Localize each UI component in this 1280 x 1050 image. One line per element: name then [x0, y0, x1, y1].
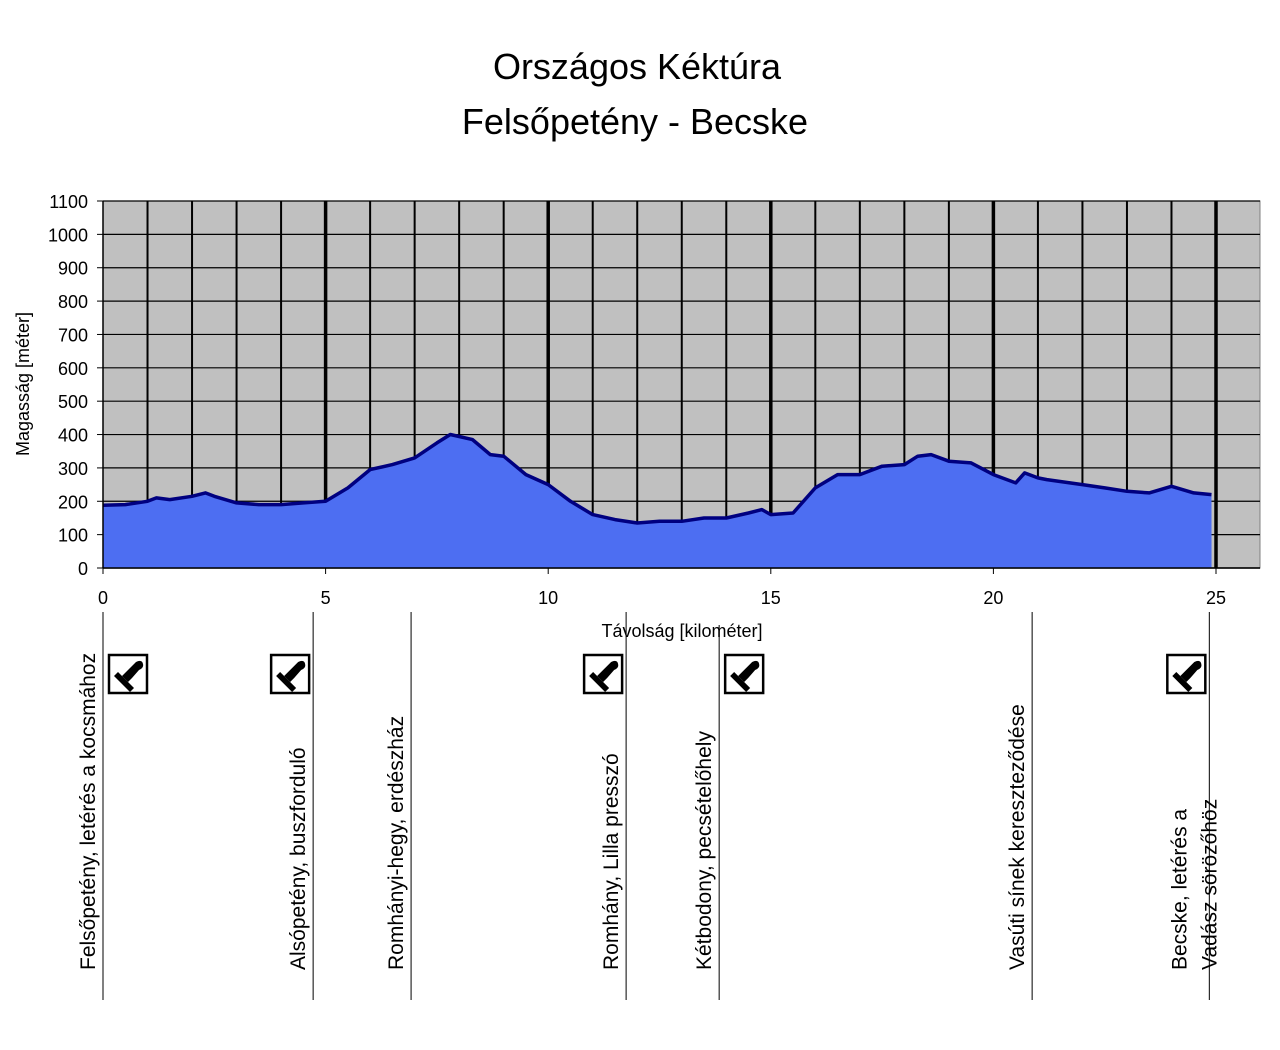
y-tick-label: 1000	[48, 225, 88, 245]
stamp-icon-handle	[122, 660, 144, 682]
x-tick-label: 0	[98, 588, 108, 608]
y-axis-label: Magasság [méter]	[13, 312, 33, 456]
location-label: Vasúti sínek kereszteződése	[1006, 704, 1029, 970]
y-tick-label: 100	[58, 526, 88, 546]
chart-subtitle: Felsőpetény - Becske	[462, 101, 808, 142]
stamp-icon	[107, 653, 149, 695]
y-tick-label: 500	[58, 392, 88, 412]
location-label: Felsőpetény, letérés a kocsmához	[77, 653, 100, 970]
y-tick-label: 400	[58, 426, 88, 446]
y-tick-label: 300	[58, 459, 88, 479]
y-tick-label: 200	[58, 492, 88, 512]
y-tick-label: 900	[58, 259, 88, 279]
stamp-icon-base	[589, 672, 610, 692]
stamp-icon-base	[276, 672, 297, 692]
location-label: Becske, letérés a	[1168, 809, 1191, 970]
stamp-icon-handle	[597, 660, 619, 682]
stamp-icon	[1166, 653, 1207, 695]
y-tick-label: 600	[58, 359, 88, 379]
location-label: Romhányi-hegy, erdészház	[385, 716, 408, 970]
x-tick-label: 15	[761, 588, 781, 608]
location-label: Kétbodony, pecsételőhely	[693, 731, 716, 970]
stamp-icon-handle	[738, 660, 760, 682]
x-tick-label: 25	[1206, 588, 1226, 608]
y-tick-label: 700	[58, 325, 88, 345]
elevation-line	[102, 432, 1212, 525]
stamp-icon-handle	[1180, 660, 1202, 682]
stamp-icon	[582, 653, 624, 695]
stamp-icon	[269, 653, 311, 695]
x-tick-label: 20	[983, 588, 1003, 608]
y-tick-label: 1100	[49, 192, 88, 212]
x-tick-label: 10	[538, 588, 558, 608]
y-tick-label: 800	[58, 292, 88, 312]
x-tick-label: 5	[321, 588, 331, 608]
location-label: Romhány, Lilla presszó	[600, 753, 623, 970]
location-label: Alsópetény, buszforduló	[287, 747, 310, 970]
stamp-icon-base	[114, 672, 134, 692]
location-label: Vadász sörözőhöz	[1198, 799, 1221, 970]
stamp-icon-base	[730, 672, 751, 692]
x-axis-label: Távolság [kilométer]	[601, 621, 762, 641]
stamp-icon-base	[1172, 672, 1193, 692]
y-tick-label: 0	[78, 559, 88, 579]
stamp-icon-handle	[284, 660, 306, 682]
chart-title: Országos Kéktúra	[493, 46, 782, 87]
stamp-icon	[723, 653, 765, 695]
